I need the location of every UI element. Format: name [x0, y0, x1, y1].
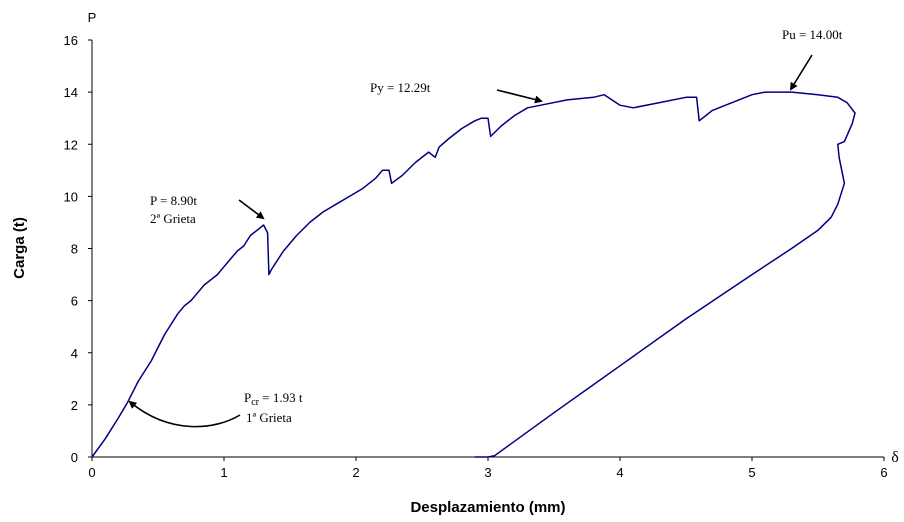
- annotation-sub: cr: [251, 397, 259, 408]
- annotation: Pu = 14.00t: [782, 27, 843, 42]
- y-tick-label: 10: [64, 189, 78, 204]
- arrow: [789, 54, 813, 91]
- annotation: Pcr = 1.93 t: [244, 390, 303, 408]
- x-tick-label: 1: [220, 465, 227, 480]
- annotation: 1ª Grieta: [246, 410, 292, 425]
- annotation: 2ª Grieta: [150, 211, 196, 226]
- y-tick-label: 8: [71, 242, 78, 257]
- y-tick-label: 16: [64, 33, 78, 48]
- x-tick-label: 2: [352, 465, 359, 480]
- y-tick-label: 6: [71, 294, 78, 309]
- x-tick-label: 5: [748, 465, 755, 480]
- y-tick-label: 4: [71, 346, 78, 361]
- y-axis-symbol: P: [88, 10, 97, 25]
- annotation-part: P: [244, 390, 251, 405]
- y-tick-label: 0: [71, 450, 78, 465]
- annotation-part: = 1.93 t: [259, 390, 303, 405]
- x-tick-label: 0: [88, 465, 95, 480]
- y-tick-label: 2: [71, 398, 78, 413]
- x-tick-label: 3: [484, 465, 491, 480]
- annotation: P = 8.90t: [150, 193, 197, 208]
- arrow: [128, 400, 241, 428]
- y-tick-label: 12: [64, 137, 78, 152]
- annotation: Py = 12.29t: [370, 80, 431, 95]
- y-tick-label: 14: [64, 85, 78, 100]
- arrow: [496, 89, 543, 104]
- y-axis-label: Carga (t): [11, 217, 28, 279]
- x-tick-label: 6: [880, 465, 887, 480]
- x-tick-label: 4: [616, 465, 623, 480]
- arrow: [238, 199, 265, 220]
- x-axis-symbol: δ: [891, 449, 899, 466]
- data-line: [91, 91, 856, 458]
- x-axis-label: Desplazamiento (mm): [410, 499, 565, 516]
